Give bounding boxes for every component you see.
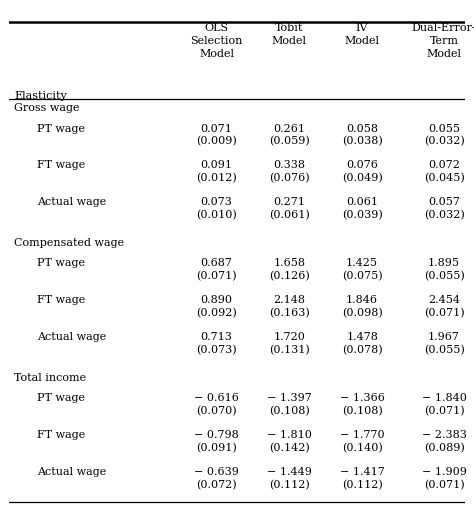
Text: − 0.639
(0.072): − 0.639 (0.072) (194, 467, 239, 490)
Text: Total income: Total income (14, 373, 86, 383)
Text: − 1.840
(0.071): − 1.840 (0.071) (421, 393, 466, 417)
Text: − 1.909
(0.071): − 1.909 (0.071) (421, 467, 466, 490)
Text: − 1.397
(0.108): − 1.397 (0.108) (267, 393, 312, 417)
Text: FT wage: FT wage (37, 295, 85, 305)
Text: 0.057
(0.032): 0.057 (0.032) (424, 197, 465, 220)
Text: 1.967
(0.055): 1.967 (0.055) (424, 332, 465, 355)
Text: Tobit
Model: Tobit Model (272, 23, 307, 46)
Text: 0.091
(0.012): 0.091 (0.012) (196, 160, 237, 184)
Text: 1.425
(0.075): 1.425 (0.075) (342, 259, 383, 281)
Text: 0.058
(0.038): 0.058 (0.038) (342, 123, 383, 147)
Text: FT wage: FT wage (37, 160, 85, 170)
Text: − 1.366
(0.108): − 1.366 (0.108) (340, 393, 384, 417)
Text: 0.890
(0.092): 0.890 (0.092) (196, 295, 237, 318)
Text: Actual wage: Actual wage (37, 332, 106, 342)
Text: − 1.449
(0.112): − 1.449 (0.112) (267, 467, 312, 490)
Text: PT wage: PT wage (37, 259, 85, 268)
Text: 0.261
(0.059): 0.261 (0.059) (269, 123, 310, 147)
Text: 0.713
(0.073): 0.713 (0.073) (196, 332, 237, 355)
Text: 0.061
(0.039): 0.061 (0.039) (342, 197, 383, 220)
Text: 1.895
(0.055): 1.895 (0.055) (424, 259, 465, 281)
Text: IV
Model: IV Model (345, 23, 380, 46)
Text: 1.720
(0.131): 1.720 (0.131) (269, 332, 310, 355)
Text: 0.072
(0.045): 0.072 (0.045) (424, 160, 465, 184)
Text: 1.478
(0.078): 1.478 (0.078) (342, 332, 383, 355)
Text: − 1.810
(0.142): − 1.810 (0.142) (267, 430, 312, 453)
Text: Compensated wage: Compensated wage (14, 238, 124, 248)
Text: 0.055
(0.032): 0.055 (0.032) (424, 123, 465, 147)
Text: 2.454
(0.071): 2.454 (0.071) (424, 295, 465, 318)
Text: − 2.383
(0.089): − 2.383 (0.089) (421, 430, 466, 453)
Text: − 0.798
(0.091): − 0.798 (0.091) (194, 430, 239, 453)
Text: FT wage: FT wage (37, 430, 85, 440)
Text: Dual-Error-
Term
Model: Dual-Error- Term Model (412, 23, 474, 59)
Text: 1.658
(0.126): 1.658 (0.126) (269, 259, 310, 281)
Text: Actual wage: Actual wage (37, 197, 106, 207)
Text: − 1.417
(0.112): − 1.417 (0.112) (340, 467, 384, 490)
Text: 2.148
(0.163): 2.148 (0.163) (269, 295, 310, 318)
Text: PT wage: PT wage (37, 393, 85, 403)
Text: PT wage: PT wage (37, 123, 85, 134)
Text: 0.271
(0.061): 0.271 (0.061) (269, 197, 310, 220)
Text: 0.071
(0.009): 0.071 (0.009) (196, 123, 237, 147)
Text: 0.338
(0.076): 0.338 (0.076) (269, 160, 310, 184)
Text: Gross wage: Gross wage (14, 103, 80, 113)
Text: Elasticity: Elasticity (14, 91, 67, 101)
Text: 0.687
(0.071): 0.687 (0.071) (196, 259, 237, 281)
Text: OLS
Selection
Model: OLS Selection Model (191, 23, 243, 59)
Text: 0.076
(0.049): 0.076 (0.049) (342, 160, 383, 184)
Text: Actual wage: Actual wage (37, 467, 106, 477)
Text: − 0.616
(0.070): − 0.616 (0.070) (194, 393, 239, 417)
Text: 0.073
(0.010): 0.073 (0.010) (196, 197, 237, 220)
Text: − 1.770
(0.140): − 1.770 (0.140) (340, 430, 384, 453)
Text: 1.846
(0.098): 1.846 (0.098) (342, 295, 383, 318)
